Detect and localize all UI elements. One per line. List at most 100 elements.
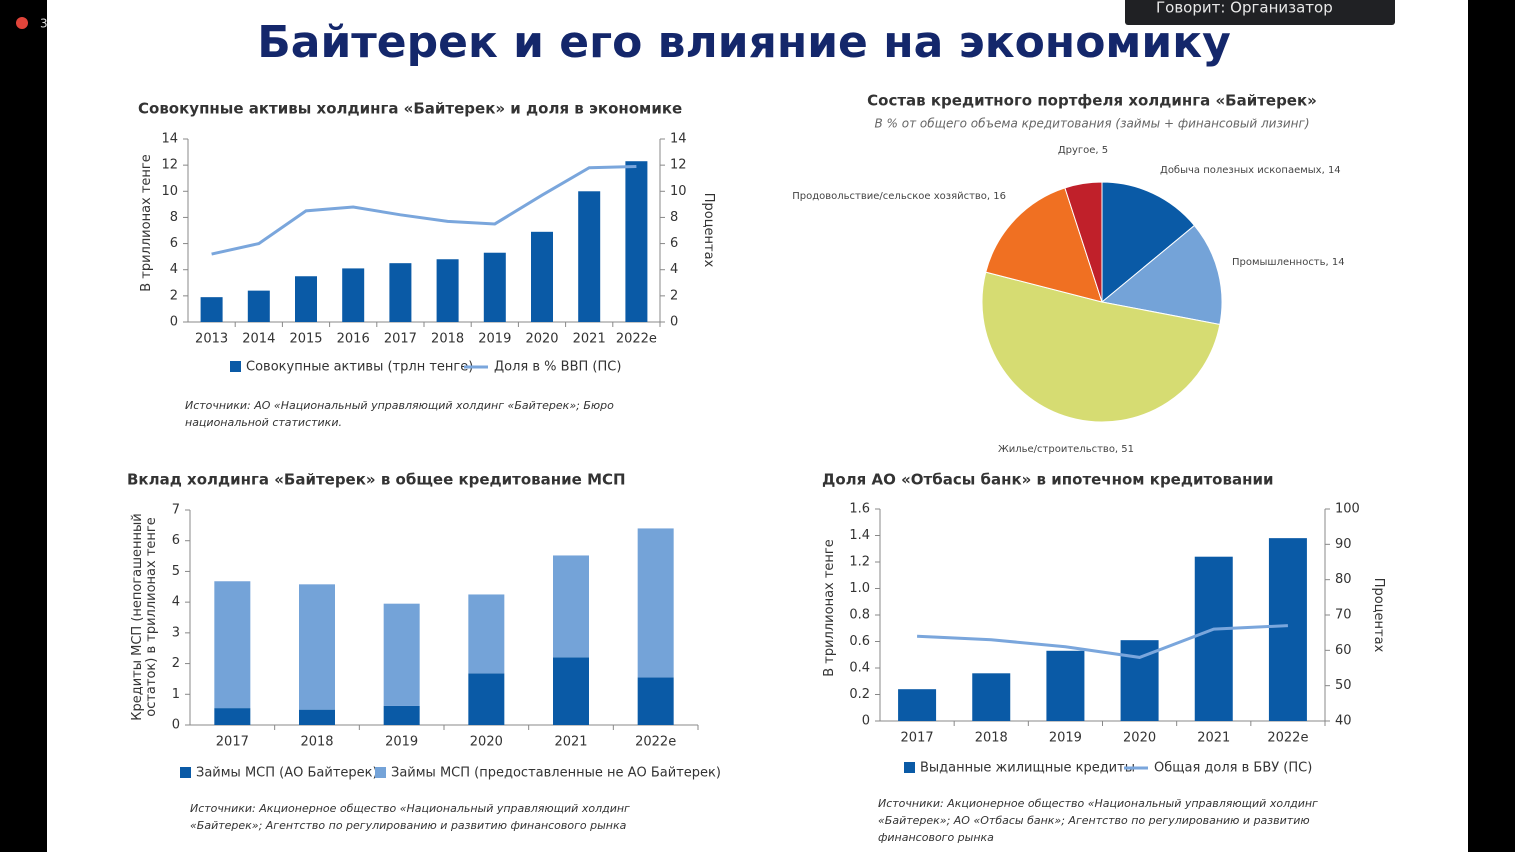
y2-tick-label: 0 <box>670 315 678 330</box>
pie-slice <box>1101 181 1196 304</box>
x-tick-label: 2019 <box>1049 731 1082 746</box>
y-tick-label: 8 <box>170 210 178 225</box>
bar <box>200 297 223 322</box>
y2-tick-label: 12 <box>670 158 687 173</box>
slice-label: Продовольствие/сельское хозяйство, 16 <box>792 191 1006 202</box>
y-tick-label: 0 <box>862 714 870 729</box>
y-tick-label: 3 <box>172 625 180 640</box>
legend-label: Общая доля в БВУ (ПС) <box>1154 761 1312 776</box>
indicator: 3 <box>40 17 48 31</box>
legend-marker <box>180 767 191 778</box>
slice-label: Добыча полезных ископаемых, 14 <box>1160 165 1341 176</box>
speaker-box <box>1125 0 1395 25</box>
y-tick-label: 0 <box>172 718 180 733</box>
y-tick-label: 7 <box>172 503 180 518</box>
y-axis-label: В триллионах тенге <box>822 539 837 677</box>
y-tick-label: 0.4 <box>849 661 870 676</box>
x-tick-label: 2022e <box>616 332 657 347</box>
y-tick-label: 4 <box>170 262 178 277</box>
y2-tick-label: 60 <box>1335 643 1352 658</box>
bar <box>972 673 1011 721</box>
x-tick-label: 2021 <box>1197 731 1230 746</box>
legend-label: Займы МСП (АО Байтерек) <box>196 766 378 781</box>
x-tick-label: 2022e <box>1267 731 1308 746</box>
bar <box>1268 538 1307 721</box>
bar <box>578 191 601 322</box>
y2-tick-label: 10 <box>670 184 687 199</box>
x-tick-label: 2013 <box>195 332 228 347</box>
y-tick-label: 1.0 <box>849 581 870 596</box>
slice-label: Промышленность, 14 <box>1232 257 1345 268</box>
x-tick-label: 2020 <box>1123 731 1156 746</box>
slice-label: Жилье/строительство, 51 <box>998 444 1134 455</box>
bar <box>299 709 335 725</box>
x-tick-label: 2020 <box>525 332 558 347</box>
source-note: Источники: АО «Национальный управляющий … <box>185 399 614 429</box>
y-tick-label: 6 <box>172 533 180 548</box>
bar <box>436 259 459 322</box>
bar <box>342 268 365 322</box>
pie-slice <box>1064 181 1103 303</box>
y-tick-label: 5 <box>172 564 180 579</box>
pie-slice <box>981 271 1221 423</box>
indicator-dot <box>16 17 28 29</box>
y-tick-label: 6 <box>170 236 178 251</box>
bar <box>637 528 674 678</box>
speaker-label: Говорит: Организатор <box>1156 0 1333 17</box>
x-tick-label: 2018 <box>300 735 333 750</box>
y2-tick-label: 6 <box>670 236 678 251</box>
bar <box>468 673 505 725</box>
bar <box>299 584 335 710</box>
x-tick-label: 2019 <box>478 332 511 347</box>
legend-marker <box>230 361 241 372</box>
y-tick-label: 2 <box>172 656 180 671</box>
slice-label: Другое, 5 <box>1058 145 1108 156</box>
x-tick-label: 2014 <box>242 332 275 347</box>
y2-tick-label: 80 <box>1335 572 1352 587</box>
chart-title: Доля АО «Отбасы банк» в ипотечном кредит… <box>822 471 1273 489</box>
y-axis-label: Кредиты МСП (непогашенный остаток) в три… <box>130 513 159 721</box>
y-tick-label: 1.2 <box>849 555 870 570</box>
bar <box>247 290 270 322</box>
y-tick-label: 12 <box>161 158 178 173</box>
legend-label: Займы МСП (предоставленные не АО Байтере… <box>391 766 721 781</box>
y2-tick-label: 8 <box>670 210 678 225</box>
legend-marker <box>375 767 386 778</box>
bar <box>553 555 589 658</box>
bar <box>389 263 412 322</box>
y2-tick-label: 50 <box>1335 678 1352 693</box>
chart-title: Вклад холдинга «Байтерек» в общее кредит… <box>127 471 626 489</box>
y-tick-label: 14 <box>161 132 178 147</box>
y2-tick-label: 4 <box>670 262 678 277</box>
bar <box>214 581 251 709</box>
y2-tick-label: 2 <box>670 288 678 303</box>
line <box>917 624 1288 659</box>
x-tick-label: 2017 <box>384 332 417 347</box>
x-tick-label: 2022e <box>635 735 676 750</box>
y2-tick-label: 70 <box>1335 608 1352 623</box>
x-tick-label: 2018 <box>431 332 464 347</box>
bar <box>383 603 420 706</box>
y-tick-label: 1 <box>172 687 180 702</box>
slide-title: Байтерек и его влияние на экономику <box>257 17 1231 68</box>
y2-axis-label: Процентах <box>701 192 716 268</box>
bar <box>214 708 251 725</box>
y-tick-label: 0.8 <box>849 608 870 623</box>
bar <box>553 657 589 725</box>
y-tick-label: 1.6 <box>849 502 870 517</box>
y2-tick-label: 14 <box>670 132 687 147</box>
chart-subtitle: В % от общего объема кредитования (займы… <box>874 117 1309 131</box>
line <box>211 164 637 256</box>
bar <box>468 594 505 674</box>
x-tick-label: 2017 <box>216 735 249 750</box>
y2-tick-label: 40 <box>1335 714 1352 729</box>
legend-label: Совокупные активы (трлн тенге) <box>246 360 473 375</box>
x-tick-label: 2017 <box>901 731 934 746</box>
bar <box>637 677 674 725</box>
source-note: Источники: Акционерное общество «Национа… <box>878 797 1318 844</box>
y-tick-label: 10 <box>161 184 178 199</box>
x-tick-label: 2015 <box>289 332 322 347</box>
legend-marker <box>904 762 915 773</box>
